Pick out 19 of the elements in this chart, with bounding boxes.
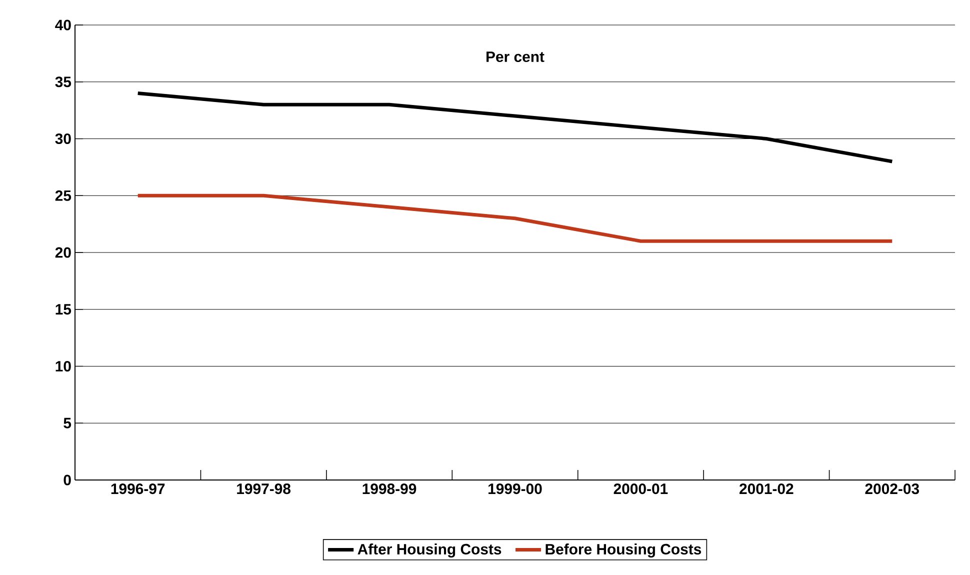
legend-label: After Housing Costs: [358, 544, 502, 558]
y-tick-label: 20: [55, 247, 71, 258]
x-tick-label: 1997-98: [237, 484, 291, 494]
y-tick-label: 15: [56, 304, 72, 315]
y-tick-label: 0: [64, 474, 71, 486]
x-tick-label: 1999-00: [488, 484, 542, 494]
x-tick-label: 1998-99: [362, 484, 416, 494]
y-tick-label: 10: [56, 360, 71, 372]
x-tick-label: 2000-01: [614, 484, 668, 494]
y-tick-label: 35: [55, 76, 72, 88]
y-tick-label: 25: [55, 190, 72, 201]
y-tick-label: 5: [64, 418, 72, 428]
x-tick-label: 1996-97: [111, 484, 165, 494]
legend-label: Before Housing Costs: [546, 544, 702, 558]
x-tick-label: 2001-02: [740, 484, 794, 494]
y-axis-title: Per cent: [486, 52, 544, 62]
y-tick-label: 40: [55, 20, 71, 30]
y-tick-label: 30: [55, 133, 71, 144]
x-tick-label: 2002-03: [865, 484, 920, 494]
